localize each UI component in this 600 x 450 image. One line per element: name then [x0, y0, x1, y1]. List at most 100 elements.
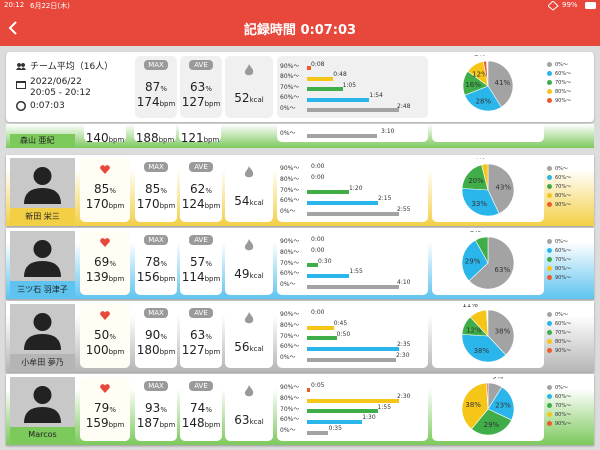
screen-title: 記録時間 0:07:03 — [243, 23, 357, 38]
pct-value: 62 — [190, 182, 206, 196]
stat-badge: AVE — [189, 162, 213, 172]
heart-icon — [100, 165, 110, 174]
member-row[interactable]: 小牟田 夢乃 50% 100bpm MAX 90% 180bpm AVE 63% 127bpm 5… — [6, 295, 594, 372]
legend-label: 80%～ — [555, 89, 572, 95]
zone-bar — [307, 420, 363, 425]
pie-label: 29% — [484, 421, 500, 429]
pct-line: 69% — [80, 251, 130, 270]
zone-label: 0%～ — [280, 281, 296, 289]
legend-swatch — [547, 257, 552, 262]
stat-badge: AVE — [189, 308, 213, 318]
pie-box — [432, 124, 544, 142]
pie-label: 4% — [474, 158, 485, 160]
zone-time: 2:35 — [397, 341, 411, 349]
zone-label: 0%～ — [280, 104, 296, 112]
member-row[interactable]: 三ツ石 羽津子 69% 139bpm MAX 78% 156bpm AVE 57% 114bpm… — [6, 222, 594, 299]
avatar: 新田 栄三 — [10, 158, 75, 224]
status-time: 20:12 — [4, 1, 25, 9]
summary-stats: MAX 87% 174bpm AVE 63% 127bpm 52kcal 90%～ 0:08 80… — [0, 49, 600, 122]
kcal-box: 63kcal — [225, 377, 273, 441]
zone-bar — [307, 97, 370, 102]
stat-box: AVE 74% 148bpm — [180, 377, 222, 441]
pct-value: 57 — [190, 255, 206, 269]
pct-unit: % — [205, 260, 212, 268]
pie-label: 11% — [462, 304, 478, 309]
pie-label: 16% — [465, 81, 481, 89]
zone-label: 70%～ — [280, 259, 300, 267]
legend-swatch — [547, 339, 552, 344]
bpm-line: 180bpm — [135, 339, 177, 358]
zone-bar — [307, 76, 334, 81]
zone-label: 60%～ — [280, 197, 300, 205]
stat-box: MAX 90% 180bpm — [135, 304, 177, 368]
member-row[interactable]: Marcos 79% 159bpm MAX 93% 187bpm AVE 74% 148bpm 6… — [6, 368, 594, 445]
pie-label: 38% — [465, 401, 481, 409]
legend-label: 0%～ — [555, 385, 568, 391]
pct-line: 62% — [180, 178, 222, 197]
legend-label: 0%～ — [555, 312, 568, 318]
avatar-body — [24, 188, 61, 204]
avatar-strip — [10, 354, 75, 370]
stat-box: MAX 93% 187bpm — [135, 377, 177, 441]
team-icon — [16, 63, 26, 70]
bpm-value: 174 — [136, 95, 160, 109]
zone-label: 90%～ — [280, 311, 300, 318]
pie-slice — [461, 334, 507, 363]
pie-slice — [475, 236, 489, 264]
stat-badge: MAX — [144, 381, 168, 391]
legend-label: 90%～ — [555, 202, 572, 208]
pct-line: 63% — [180, 324, 222, 343]
avatar-silhouette — [24, 240, 61, 277]
zone-label: 80%～ — [280, 175, 300, 183]
status-battery: 99% — [562, 1, 578, 9]
back-button[interactable] — [6, 20, 20, 36]
member-row[interactable]: 新田 栄三 85% 170bpm MAX 85% 170bpm AVE 62% 124bpm 54… — [6, 149, 594, 226]
bpm-value: 170 — [136, 197, 160, 211]
zone-time: 2:15 — [377, 195, 392, 203]
bpm-value: 127 — [181, 343, 205, 357]
zone-time: 0:00 — [311, 163, 325, 170]
legend-label: 60%～ — [555, 71, 572, 77]
pie-slice — [481, 163, 489, 191]
zone-time: 1:55 — [349, 268, 363, 276]
zone-label: 70%～ — [280, 332, 300, 340]
legend-label: 90%～ — [555, 98, 572, 104]
pct-value: 90 — [145, 328, 161, 342]
zone-bar — [307, 358, 397, 362]
stat-box: MAX 87% 174bpm — [135, 56, 177, 118]
zone-label: 60%～ — [280, 270, 300, 278]
zone-time: 4:10 — [397, 279, 411, 287]
stat-badge: AVE — [189, 381, 213, 391]
header-bar — [0, 0, 600, 46]
zone-time: 0:05 — [311, 382, 325, 389]
bpm-line: 100bpm — [80, 339, 130, 358]
bpm-line: 170bpm — [135, 193, 177, 212]
stat-badge: AVE — [189, 235, 213, 245]
bpm-unit: bpm — [204, 421, 221, 429]
zone-label: 0%～ — [280, 130, 296, 137]
flame-shape — [244, 385, 254, 397]
legend-swatch — [547, 202, 552, 207]
stat-box: MAX 85% 170bpm — [135, 158, 177, 222]
calendar-icon-shape — [16, 81, 26, 89]
flame-icon — [244, 166, 254, 178]
pct-unit: % — [205, 406, 212, 414]
zone-time: 0:45 — [333, 319, 348, 327]
pie-box: 9%23%29%38%1% — [432, 368, 544, 441]
member-row-partial: 森山 亜紀 140bpm 188bpm 121bpm 0%～ 3:10 — [6, 124, 594, 148]
stat-box: 188bpm — [134, 124, 176, 145]
current-box: 50% 100bpm — [80, 304, 130, 368]
zone-time: 0:08 — [311, 61, 325, 68]
legend-swatch — [547, 348, 552, 353]
kcal-box: 52kcal — [225, 56, 273, 118]
bpm-value: 139 — [85, 270, 109, 284]
member-name: 小牟田 夢乃 — [21, 358, 64, 367]
pie-slice — [487, 163, 515, 214]
zone-time: 2:30 — [397, 392, 411, 400]
current-box: 85% 170bpm — [80, 158, 130, 222]
zone-label: 0%～ — [280, 208, 296, 216]
heart-shape — [100, 384, 110, 393]
pct-unit: % — [109, 260, 116, 268]
legend-label: 70%～ — [555, 403, 572, 409]
heart-shape — [100, 238, 110, 247]
